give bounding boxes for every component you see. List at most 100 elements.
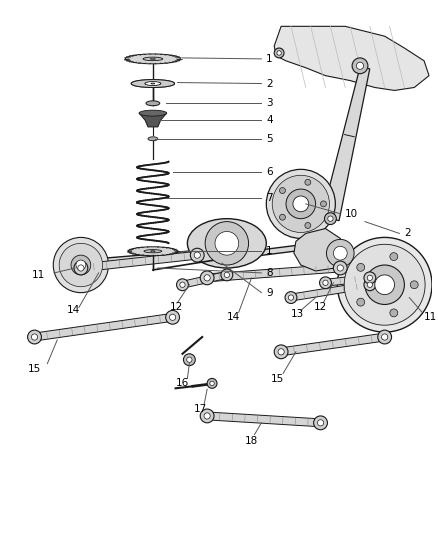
Ellipse shape	[146, 101, 160, 106]
Circle shape	[200, 271, 214, 285]
Polygon shape	[207, 264, 341, 282]
Circle shape	[367, 275, 373, 280]
Ellipse shape	[187, 219, 266, 268]
Polygon shape	[81, 251, 198, 272]
Text: 5: 5	[266, 134, 273, 144]
Text: 6: 6	[266, 167, 273, 177]
Circle shape	[344, 244, 425, 325]
Ellipse shape	[144, 249, 162, 253]
Circle shape	[320, 277, 332, 289]
Circle shape	[318, 419, 324, 426]
Circle shape	[28, 330, 42, 344]
Circle shape	[279, 214, 286, 220]
Circle shape	[76, 260, 86, 270]
Circle shape	[365, 265, 404, 304]
Circle shape	[274, 48, 284, 58]
Ellipse shape	[143, 57, 163, 61]
Circle shape	[205, 222, 248, 265]
Circle shape	[337, 237, 432, 332]
Text: 13: 13	[291, 309, 304, 319]
Circle shape	[323, 280, 328, 286]
Ellipse shape	[151, 251, 155, 252]
Circle shape	[279, 188, 286, 193]
Ellipse shape	[125, 54, 180, 64]
Circle shape	[321, 201, 326, 207]
Circle shape	[53, 237, 109, 293]
Polygon shape	[34, 313, 173, 341]
Text: 1: 1	[266, 246, 273, 256]
Circle shape	[32, 334, 38, 340]
Text: 2: 2	[266, 78, 273, 88]
Text: 7: 7	[266, 193, 273, 203]
Text: 4: 4	[266, 115, 273, 125]
Circle shape	[378, 330, 392, 344]
Polygon shape	[290, 281, 371, 301]
Text: 15: 15	[271, 375, 285, 384]
Circle shape	[410, 281, 418, 289]
Circle shape	[333, 261, 347, 275]
Circle shape	[215, 231, 239, 255]
Ellipse shape	[150, 58, 155, 60]
Ellipse shape	[145, 82, 161, 85]
Text: 8: 8	[266, 268, 273, 278]
Polygon shape	[182, 271, 228, 288]
Text: 16: 16	[176, 378, 189, 389]
Text: 2: 2	[404, 229, 411, 238]
Circle shape	[191, 248, 204, 262]
Polygon shape	[207, 412, 321, 427]
Circle shape	[364, 279, 376, 290]
Circle shape	[166, 310, 180, 324]
Circle shape	[357, 263, 365, 271]
Polygon shape	[139, 113, 167, 127]
Circle shape	[184, 354, 195, 366]
Circle shape	[390, 253, 398, 261]
Polygon shape	[322, 67, 370, 221]
Text: 1: 1	[266, 54, 273, 64]
Text: 17: 17	[194, 404, 208, 414]
Circle shape	[390, 309, 398, 317]
Circle shape	[357, 62, 364, 69]
Text: 12: 12	[170, 302, 183, 312]
Circle shape	[78, 265, 84, 271]
Circle shape	[59, 244, 102, 287]
Circle shape	[333, 246, 347, 260]
Circle shape	[357, 298, 365, 306]
Ellipse shape	[145, 82, 161, 85]
Text: 18: 18	[244, 435, 258, 446]
Circle shape	[325, 213, 336, 224]
Circle shape	[352, 58, 368, 74]
Text: 11: 11	[424, 312, 438, 322]
Ellipse shape	[148, 137, 158, 141]
Circle shape	[71, 255, 91, 275]
Circle shape	[375, 275, 395, 295]
Circle shape	[204, 274, 210, 281]
Polygon shape	[69, 251, 101, 277]
Circle shape	[288, 295, 293, 300]
Circle shape	[278, 349, 284, 355]
Circle shape	[204, 413, 210, 419]
Circle shape	[266, 169, 336, 238]
Ellipse shape	[131, 79, 175, 87]
Circle shape	[367, 282, 373, 287]
Ellipse shape	[151, 83, 155, 84]
Text: 3: 3	[266, 98, 273, 108]
Circle shape	[170, 314, 176, 320]
Circle shape	[177, 279, 188, 290]
Ellipse shape	[128, 247, 177, 256]
Circle shape	[337, 265, 343, 271]
Polygon shape	[274, 26, 429, 91]
Circle shape	[274, 345, 288, 359]
Circle shape	[314, 416, 328, 430]
Circle shape	[180, 282, 185, 287]
Circle shape	[207, 378, 217, 389]
Text: 10: 10	[345, 209, 358, 219]
Circle shape	[221, 269, 233, 281]
Text: 14: 14	[227, 312, 240, 322]
Circle shape	[293, 196, 309, 212]
Text: 9: 9	[266, 288, 273, 297]
Text: 14: 14	[67, 305, 80, 316]
Circle shape	[285, 292, 297, 303]
Circle shape	[272, 175, 329, 232]
Ellipse shape	[139, 110, 167, 116]
Polygon shape	[281, 333, 385, 356]
